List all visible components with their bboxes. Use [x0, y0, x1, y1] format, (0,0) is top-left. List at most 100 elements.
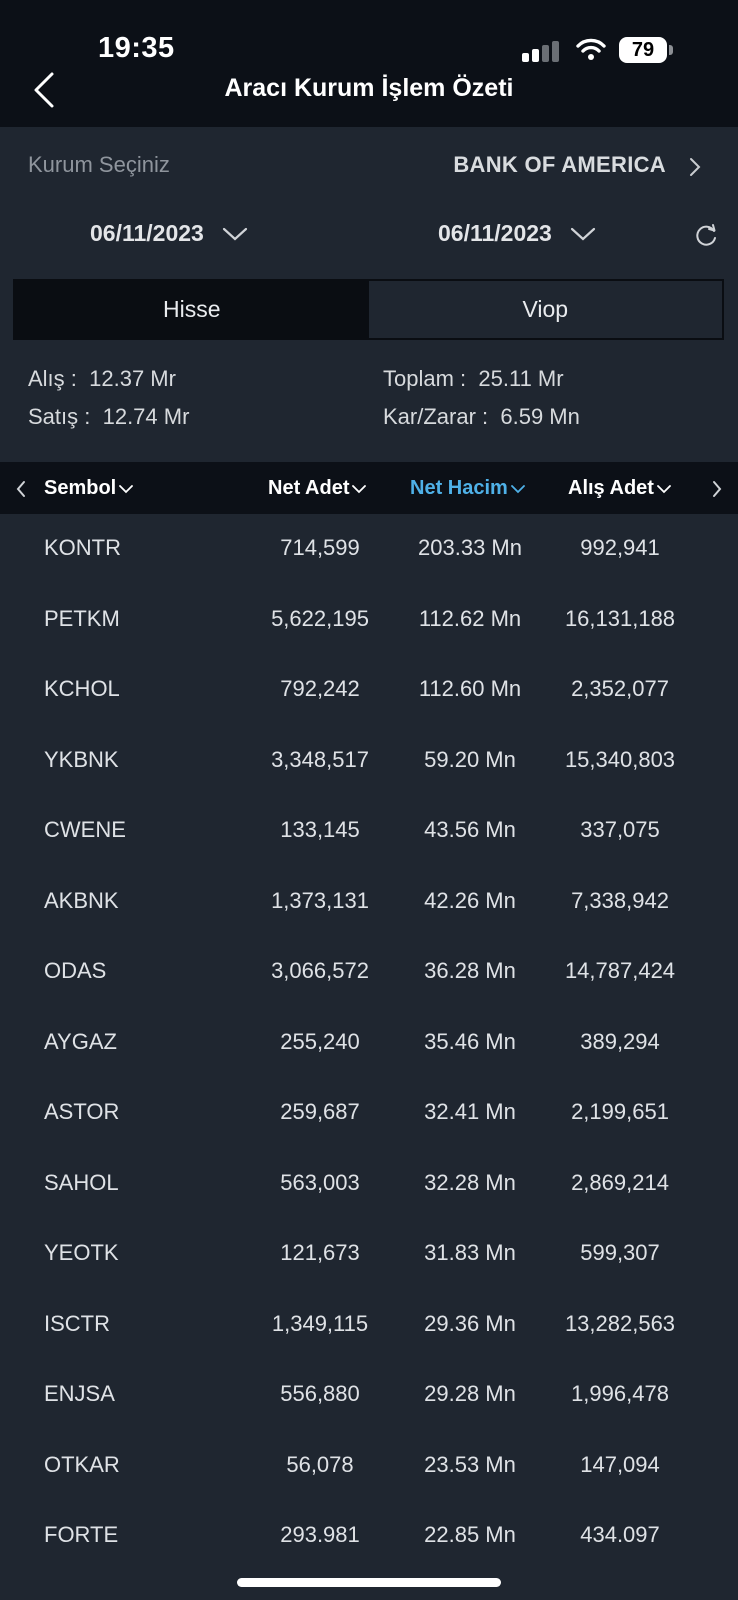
cell-symbol: KCHOL	[44, 676, 120, 701]
cell-net-adet: 3,348,517	[271, 746, 369, 772]
table-row[interactable]: ISCTR 1,349,115 29.36 Mn 13,282,563	[0, 1290, 738, 1360]
summary-toplam: Toplam : 25.11 Mr	[383, 366, 564, 392]
chevron-right-icon[interactable]	[710, 479, 724, 499]
tab-viop[interactable]: Viop	[522, 296, 569, 322]
table-row[interactable]: SAHOL 563,003 32.28 Mn 2,869,214	[0, 1149, 738, 1219]
cellular-signal-icon	[522, 40, 562, 62]
home-indicator[interactable]	[237, 1578, 501, 1587]
table-row[interactable]: PETKM 5,622,195 112.62 Mn 16,131,188	[0, 585, 738, 655]
cell-symbol: YEOTK	[44, 1240, 119, 1265]
tab-hisse[interactable]: Hisse	[15, 281, 369, 338]
cell-symbol: ENJSA	[44, 1381, 115, 1406]
column-header-label: Net Adet	[268, 477, 350, 499]
cell-symbol: AYGAZ	[44, 1028, 117, 1054]
institution-selector[interactable]: BANK OF AMERICA	[453, 152, 666, 177]
cell-net-adet: 133,145	[280, 817, 360, 842]
cell-net-hacim: 32.41 Mn	[424, 1099, 516, 1124]
status-time: 19:35	[98, 32, 175, 64]
cell-symbol: PETKM	[44, 605, 120, 631]
market-tabs: Hisse Viop	[13, 279, 724, 340]
cell-net-hacim: 29.36 Mn	[424, 1310, 516, 1336]
karzarar-value: 6.59 Mn	[500, 404, 580, 429]
cell-net-adet: 792,242	[280, 676, 360, 701]
table-row[interactable]: KONTR 714,599 203.33 Mn 992,941	[0, 514, 738, 584]
table-row[interactable]: CWENE 133,145 43.56 Mn 337,075	[0, 796, 738, 866]
end-date-picker[interactable]: 06/11/2023	[438, 220, 596, 247]
column-header-label: Alış Adet	[568, 477, 654, 499]
toplam-label: Toplam :	[383, 366, 467, 391]
table-row[interactable]: ODAS 3,066,572 36.28 Mn 14,787,424	[0, 937, 738, 1007]
battery-tip	[669, 45, 673, 55]
cell-alis-adet: 389,294	[580, 1028, 660, 1054]
chevron-down-icon	[222, 227, 247, 240]
cell-net-adet: 3,066,572	[271, 958, 369, 983]
cell-alis-adet: 337,075	[580, 817, 660, 842]
table-row[interactable]: FORTE 293.981 22.85 Mn 434.097	[0, 1501, 738, 1571]
cell-net-adet: 293.981	[280, 1522, 360, 1547]
cell-alis-adet: 147,094	[580, 1451, 660, 1477]
cell-alis-adet: 16,131,188	[564, 605, 676, 631]
table-row[interactable]: YKBNK 3,348,517 59.20 Mn 15,340,803	[0, 726, 738, 796]
table-row[interactable]: KCHOL 792,242 112.60 Mn 2,352,077	[0, 655, 738, 725]
cell-net-adet: 1,349,115	[271, 1310, 369, 1336]
chevron-left-icon[interactable]	[14, 479, 28, 499]
cell-net-adet: 255,240	[280, 1028, 360, 1054]
cell-alis-adet: 2,199,651	[571, 1099, 669, 1124]
cell-net-hacim: 59.20 Mn	[424, 746, 516, 772]
start-date-value: 06/11/2023	[90, 220, 204, 246]
cell-alis-adet: 434.097	[580, 1522, 660, 1547]
cell-symbol: FORTE	[44, 1522, 119, 1547]
table-row[interactable]: ENJSA 556,880 29.28 Mn 1,996,478	[0, 1360, 738, 1430]
cell-alis-adet: 599,307	[580, 1240, 660, 1265]
cell-symbol: AKBNK	[44, 887, 119, 913]
cell-net-hacim: 22.85 Mn	[424, 1522, 516, 1547]
cell-symbol: YKBNK	[44, 746, 119, 772]
column-header-net-hacim[interactable]: Net Hacim	[410, 477, 525, 500]
cell-net-hacim: 112.60 Mn	[418, 676, 522, 701]
cell-symbol: SAHOL	[44, 1169, 119, 1195]
cell-alis-adet: 2,352,077	[571, 676, 669, 701]
column-header-net-adet[interactable]: Net Adet	[268, 477, 367, 500]
table-row[interactable]: ASTOR 259,687 32.41 Mn 2,199,651	[0, 1078, 738, 1148]
top-bar: 19:35 79 Aracı Kurum İşlem Özeti	[0, 0, 738, 127]
cell-symbol: ODAS	[44, 958, 107, 983]
start-date-picker[interactable]: 06/11/2023	[90, 220, 248, 247]
cell-net-hacim: 31.83 Mn	[424, 1240, 516, 1265]
back-chevron-icon[interactable]	[30, 70, 60, 110]
institution-label: Kurum Seçiniz	[28, 152, 170, 177]
end-date-value: 06/11/2023	[438, 220, 552, 246]
cell-symbol: KONTR	[44, 535, 121, 560]
chevron-down-icon	[510, 484, 525, 493]
satis-value: 12.74 Mr	[102, 404, 190, 429]
cell-alis-adet: 2,869,214	[571, 1169, 669, 1195]
cell-symbol: CWENE	[44, 817, 126, 842]
cell-net-adet: 1,373,131	[271, 887, 369, 913]
cell-alis-adet: 992,941	[580, 535, 660, 560]
summary-satis: Satış : 12.74 Mr	[28, 404, 189, 430]
toplam-value: 25.11 Mr	[478, 366, 564, 391]
table-row[interactable]: OTKAR 56,078 23.53 Mn 147,094	[0, 1431, 738, 1501]
cell-net-adet: 714,599	[280, 535, 360, 560]
wifi-icon	[576, 38, 606, 60]
chevron-right-icon[interactable]	[688, 156, 702, 178]
cell-net-adet: 563,003	[280, 1169, 360, 1195]
cell-net-adet: 121,673	[280, 1240, 360, 1265]
table-row[interactable]: AKBNK 1,373,131 42.26 Mn 7,338,942	[0, 867, 738, 937]
cell-alis-adet: 1,996,478	[571, 1381, 669, 1406]
cell-net-hacim: 29.28 Mn	[424, 1381, 516, 1406]
chevron-down-icon	[352, 484, 367, 493]
cell-net-hacim: 35.46 Mn	[424, 1028, 516, 1054]
refresh-icon[interactable]	[693, 223, 719, 249]
chevron-down-icon	[657, 484, 671, 493]
cell-symbol: ISCTR	[44, 1310, 110, 1336]
table-header: Sembol Net Adet Net Hacim Alış Adet	[0, 462, 738, 514]
cell-net-adet: 56,078	[286, 1451, 354, 1477]
table-row[interactable]: AYGAZ 255,240 35.46 Mn 389,294	[0, 1008, 738, 1078]
satis-label: Satış :	[28, 404, 91, 429]
column-header-sembol[interactable]: Sembol	[44, 477, 134, 500]
battery-icon: 79	[619, 37, 667, 63]
column-header-alis-adet[interactable]: Alış Adet	[568, 477, 671, 500]
summary-karzarar: Kar/Zarar : 6.59 Mn	[383, 404, 580, 430]
page-title: Aracı Kurum İşlem Özeti	[224, 74, 514, 102]
table-row[interactable]: YEOTK 121,673 31.83 Mn 599,307	[0, 1219, 738, 1289]
